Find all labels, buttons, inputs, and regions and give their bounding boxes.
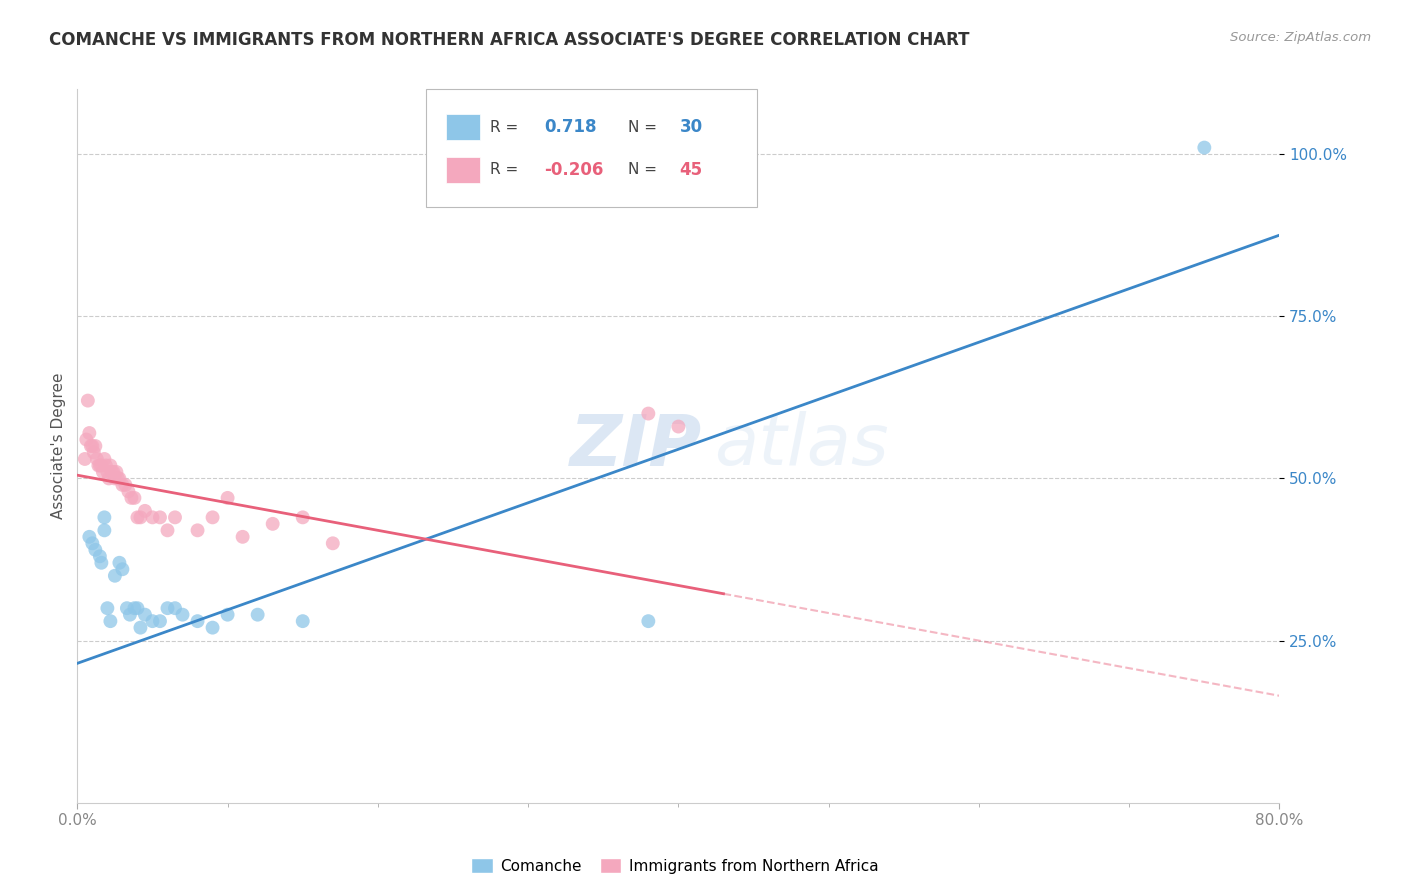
Point xyxy=(91,465,114,479)
Point xyxy=(96,465,118,479)
Point xyxy=(124,601,146,615)
Point xyxy=(149,510,172,524)
Y-axis label: Associate's Degree: Associate's Degree xyxy=(51,373,66,519)
FancyBboxPatch shape xyxy=(426,89,756,207)
Point xyxy=(322,536,344,550)
Point xyxy=(291,614,314,628)
Text: 30: 30 xyxy=(679,118,703,136)
Text: 45: 45 xyxy=(679,161,703,178)
Text: COMANCHE VS IMMIGRANTS FROM NORTHERN AFRICA ASSOCIATE'S DEGREE CORRELATION CHART: COMANCHE VS IMMIGRANTS FROM NORTHERN AFR… xyxy=(49,31,970,49)
Point xyxy=(75,433,97,447)
Point xyxy=(105,465,128,479)
Text: R =: R = xyxy=(489,162,523,178)
Point xyxy=(108,471,131,485)
Point xyxy=(94,458,117,473)
Point xyxy=(115,601,138,615)
Point xyxy=(111,478,134,492)
Point xyxy=(89,458,111,473)
Point xyxy=(83,445,105,459)
Text: -0.206: -0.206 xyxy=(544,161,603,178)
Point xyxy=(104,568,127,582)
Text: Source: ZipAtlas.com: Source: ZipAtlas.com xyxy=(1230,31,1371,45)
Point xyxy=(89,549,111,564)
Point xyxy=(163,601,186,615)
Point xyxy=(637,407,659,421)
Point xyxy=(156,601,179,615)
Point xyxy=(201,510,224,524)
Point xyxy=(86,452,108,467)
Point xyxy=(79,425,101,440)
Point xyxy=(134,504,156,518)
Point xyxy=(118,607,141,622)
Point xyxy=(134,607,156,622)
Point xyxy=(107,471,129,485)
Point xyxy=(141,510,163,524)
Point xyxy=(93,524,115,538)
Text: ZIP: ZIP xyxy=(571,411,703,481)
Point xyxy=(101,465,124,479)
Point xyxy=(124,491,146,505)
Point xyxy=(186,524,209,538)
Point xyxy=(172,607,194,622)
Text: 0.718: 0.718 xyxy=(544,118,596,136)
Point xyxy=(163,510,186,524)
Point xyxy=(100,614,122,628)
Point xyxy=(156,524,179,538)
Point xyxy=(90,556,112,570)
Point xyxy=(82,439,104,453)
Point xyxy=(97,471,120,485)
Point xyxy=(103,465,125,479)
Point xyxy=(129,510,152,524)
Point xyxy=(262,516,284,531)
Point xyxy=(93,510,115,524)
Point xyxy=(1194,140,1216,154)
Point xyxy=(87,458,110,473)
Point xyxy=(76,393,98,408)
FancyBboxPatch shape xyxy=(446,114,479,140)
Point xyxy=(117,484,139,499)
Point xyxy=(217,491,239,505)
Point xyxy=(129,621,152,635)
Text: N =: N = xyxy=(628,162,662,178)
Point xyxy=(246,607,269,622)
Point xyxy=(84,542,107,557)
Point xyxy=(111,562,134,576)
Text: atlas: atlas xyxy=(714,411,889,481)
Point xyxy=(127,510,149,524)
Point xyxy=(96,601,118,615)
Text: N =: N = xyxy=(628,120,662,135)
Legend: Comanche, Immigrants from Northern Africa: Comanche, Immigrants from Northern Afric… xyxy=(465,852,884,880)
Point xyxy=(79,530,101,544)
Point xyxy=(80,439,103,453)
Point xyxy=(100,458,122,473)
Point xyxy=(90,458,112,473)
Point xyxy=(291,510,314,524)
Point xyxy=(84,439,107,453)
Point xyxy=(114,478,136,492)
Point xyxy=(108,556,131,570)
Point xyxy=(201,621,224,635)
Point xyxy=(127,601,149,615)
Point xyxy=(217,607,239,622)
Point xyxy=(120,491,142,505)
Point xyxy=(141,614,163,628)
Point xyxy=(668,419,690,434)
Point xyxy=(82,536,104,550)
Point xyxy=(104,471,127,485)
Point xyxy=(232,530,254,544)
FancyBboxPatch shape xyxy=(446,157,479,183)
Point xyxy=(637,614,659,628)
Point xyxy=(149,614,172,628)
Point xyxy=(93,452,115,467)
Point xyxy=(186,614,209,628)
Text: R =: R = xyxy=(489,120,523,135)
Point xyxy=(73,452,96,467)
